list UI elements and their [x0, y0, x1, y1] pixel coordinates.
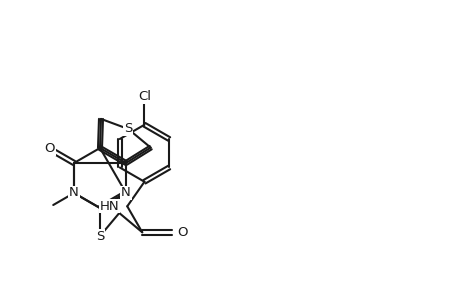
Text: S: S: [95, 230, 104, 242]
Text: N: N: [69, 187, 79, 200]
Text: Cl: Cl: [138, 90, 151, 103]
Text: O: O: [177, 226, 187, 239]
Text: N: N: [121, 187, 130, 200]
Text: O: O: [45, 142, 55, 155]
Text: HN: HN: [100, 200, 119, 213]
Text: S: S: [124, 122, 132, 136]
